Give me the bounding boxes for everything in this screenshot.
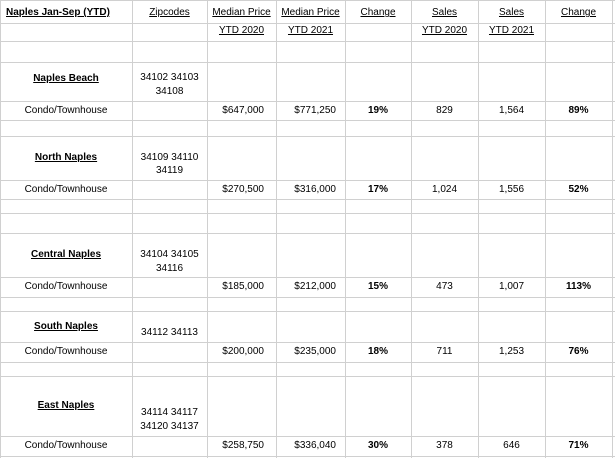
gridline	[0, 362, 615, 363]
price-change: 17%	[367, 184, 388, 195]
sales-change: 71%	[568, 440, 589, 451]
region-zipcodes: 34102 34103	[140, 72, 199, 83]
gridline	[0, 297, 615, 298]
sales-2020: 473	[436, 281, 453, 292]
price-change: 18%	[367, 346, 388, 357]
gridline	[0, 456, 615, 457]
region-zipcodes: 34120 34137	[140, 421, 199, 432]
median-price-2021: $316,000	[294, 184, 336, 195]
header-median-2021-year: YTD 2021	[287, 25, 334, 36]
header-sales-2021: Sales	[498, 7, 524, 18]
sales-2021: 1,564	[498, 105, 525, 116]
gridline	[0, 23, 615, 24]
header-median-2020: Median Price	[212, 7, 271, 18]
gridline	[0, 120, 615, 121]
gridline	[0, 277, 615, 278]
median-price-2020: $258,750	[222, 440, 264, 451]
header-sales-2020-year: YTD 2020	[421, 25, 468, 36]
gridline	[478, 0, 479, 458]
sales-2021: 1,556	[498, 184, 525, 195]
region-name: South Naples	[34, 321, 98, 332]
median-price-2021: $212,000	[294, 281, 336, 292]
sales-2020: 711	[436, 346, 453, 357]
sales-change: 52%	[568, 184, 589, 195]
sales-2021: 1,007	[498, 281, 525, 292]
region-zipcodes: 34108	[155, 86, 184, 97]
gridline	[0, 436, 615, 437]
sales-2020: 1,024	[431, 184, 458, 195]
region-name: North Naples	[34, 152, 98, 163]
sales-2020: 829	[436, 105, 453, 116]
sales-2020: 378	[436, 440, 453, 451]
region-zipcodes: 34116	[155, 263, 184, 274]
property-type: Condo/Townhouse	[24, 346, 108, 357]
header-sales-2021-year: YTD 2021	[488, 25, 535, 36]
region-name: Central Naples	[30, 249, 102, 260]
gridline	[0, 62, 615, 63]
gridline	[0, 233, 615, 234]
region-zipcodes: 34112 34113	[141, 327, 198, 338]
header-zipcodes: Zipcodes	[149, 7, 190, 18]
median-price-2020: $647,000	[222, 105, 264, 116]
gridline	[0, 0, 1, 458]
header-sales-change: Change	[560, 7, 597, 18]
median-price-2020: $270,500	[222, 184, 264, 195]
price-change: 30%	[367, 440, 388, 451]
property-type: Condo/Townhouse	[24, 281, 108, 292]
gridline	[132, 0, 133, 458]
gridline	[0, 101, 615, 102]
gridline	[345, 0, 346, 458]
property-type: Condo/Townhouse	[24, 105, 108, 116]
gridline	[0, 342, 615, 343]
sales-change: 89%	[568, 105, 589, 116]
header-median-2020-year: YTD 2020	[218, 25, 265, 36]
region-name: East Naples	[37, 400, 95, 411]
price-change: 19%	[367, 105, 388, 116]
median-price-2020: $185,000	[222, 281, 264, 292]
sales-change: 76%	[568, 346, 589, 357]
sheet-title: Naples Jan-Sep (YTD)	[6, 7, 110, 18]
property-type: Condo/Townhouse	[24, 440, 108, 451]
region-zipcodes: 34114 34117	[141, 407, 198, 418]
median-price-2020: $200,000	[222, 346, 264, 357]
header-price-change: Change	[360, 7, 396, 18]
gridline	[0, 0, 615, 1]
gridline	[612, 0, 613, 458]
sales-change: 113%	[565, 281, 592, 292]
median-price-2021: $771,250	[294, 105, 336, 116]
gridline	[545, 0, 546, 458]
gridline	[0, 180, 615, 181]
header-sales-2020: Sales	[431, 7, 457, 18]
sales-2021: 1,253	[498, 346, 525, 357]
gridline	[207, 0, 208, 458]
region-name: Naples Beach	[33, 73, 99, 84]
median-price-2021: $235,000	[294, 346, 336, 357]
region-zipcodes: 34104 34105	[140, 249, 199, 260]
median-price-2021: $336,040	[294, 440, 336, 451]
header-median-2021: Median Price	[281, 7, 340, 18]
gridline	[0, 213, 615, 214]
gridline	[0, 136, 615, 137]
region-zipcodes: 34109 34110	[140, 152, 199, 163]
gridline	[0, 41, 615, 42]
gridline	[276, 0, 277, 458]
sales-2021: 646	[503, 440, 520, 451]
region-zipcodes: 34119	[155, 165, 184, 176]
gridline	[0, 199, 615, 200]
price-change: 15%	[367, 281, 388, 292]
property-type: Condo/Townhouse	[24, 184, 108, 195]
gridline	[0, 311, 615, 312]
gridline	[411, 0, 412, 458]
gridline	[0, 376, 615, 377]
